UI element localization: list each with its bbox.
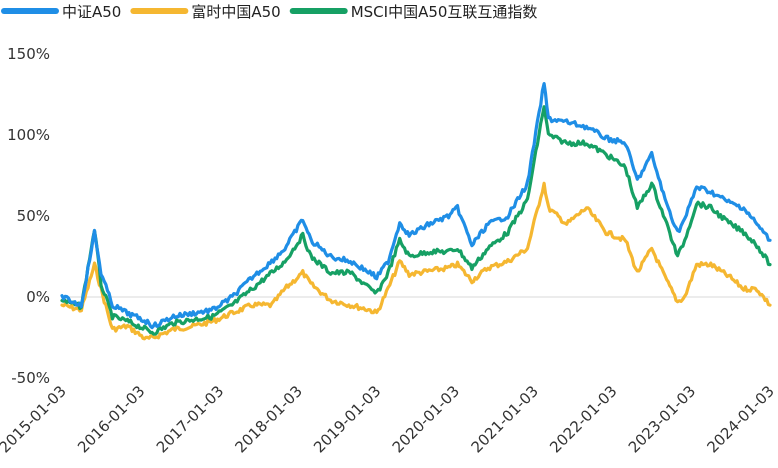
series-line-1 [60, 181, 772, 341]
y-tick-label: 100% [7, 126, 50, 144]
y-tick-label: -50% [11, 369, 50, 387]
x-tick-label: 2024-01-03 [703, 382, 777, 456]
x-tick-label: 2016-01-03 [74, 382, 148, 456]
legend-label-2: MSCI中国A50互联互通指数 [351, 3, 538, 21]
x-tick-label: 2019-01-03 [310, 382, 384, 456]
x-tick-label: 2020-01-03 [389, 382, 463, 456]
x-tick-label: 2022-01-03 [546, 382, 620, 456]
series-line-2 [60, 105, 772, 336]
y-tick-label: 150% [7, 45, 50, 63]
x-tick-label: 2021-01-03 [468, 382, 542, 456]
legend-label-0: 中证A50 [62, 3, 121, 21]
y-tick-label: 50% [17, 207, 50, 225]
legend: 中证A50 富时中国A50 MSCI中国A50互联互通指数 [1, 3, 538, 21]
x-tick-label: 2018-01-03 [232, 382, 306, 456]
series-line-0 [60, 82, 772, 330]
x-tick-label: 2017-01-03 [153, 382, 227, 456]
series-layer [60, 82, 772, 341]
y-tick-label: 0% [26, 288, 50, 306]
legend-label-1: 富时中国A50 [191, 3, 280, 21]
y-axis: -50% 0% 50% 100% 150% [7, 45, 50, 387]
x-tick-label: 2015-01-03 [0, 382, 70, 456]
x-axis: 2015-01-03 2016-01-03 2017-01-03 2018-01-03… [0, 382, 778, 456]
x-tick-label: 2023-01-03 [625, 382, 699, 456]
